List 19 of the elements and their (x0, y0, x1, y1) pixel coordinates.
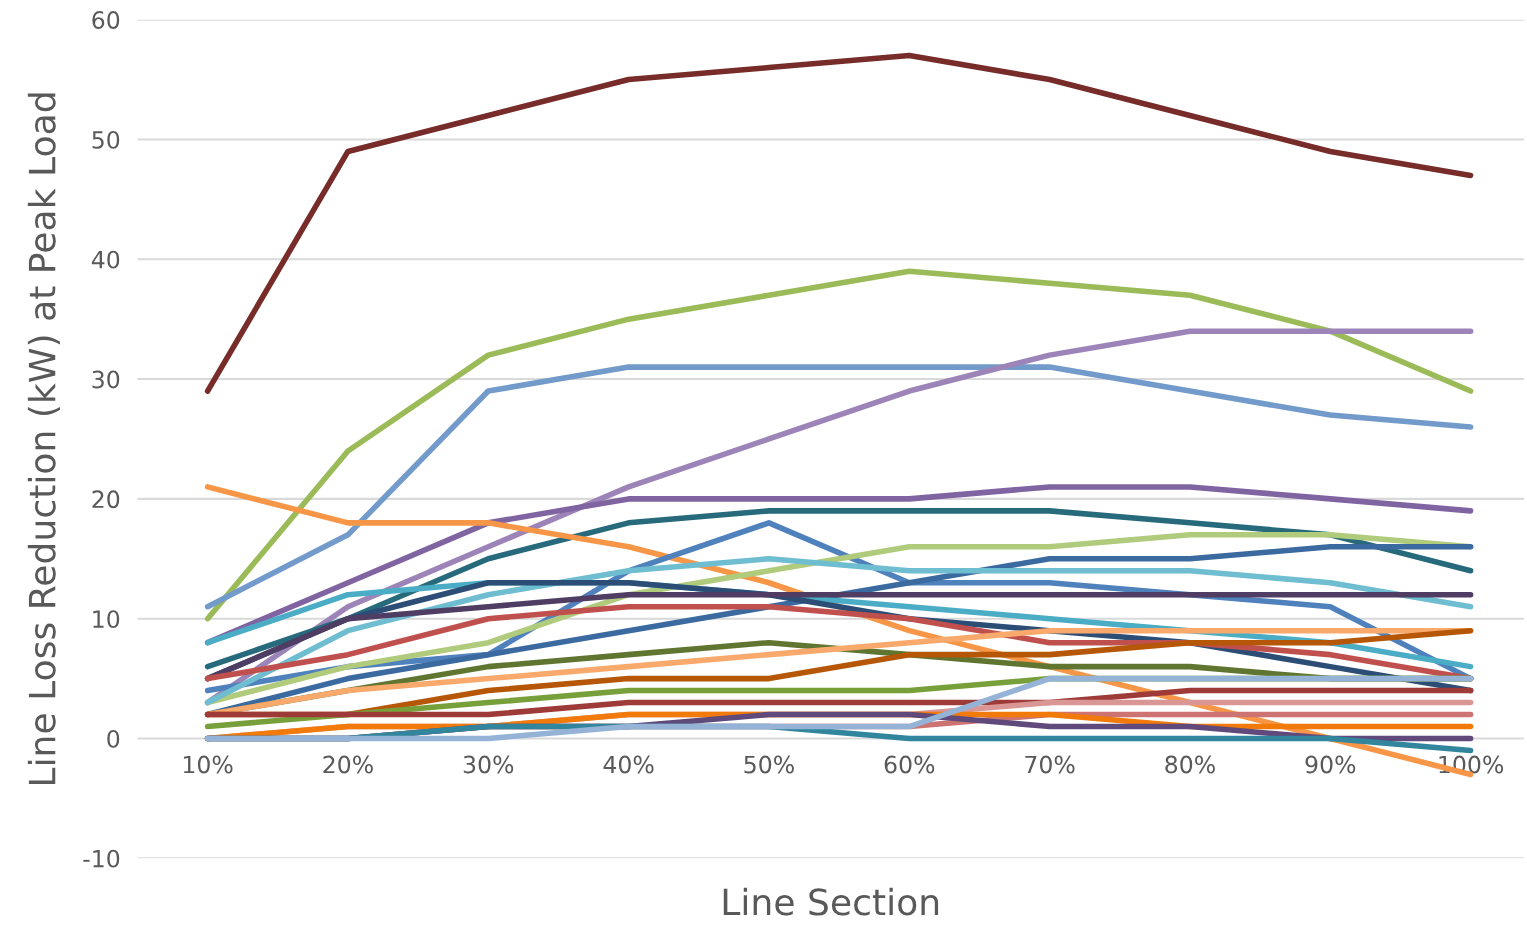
x-tick-label: 20% (323, 755, 373, 774)
x-tick-label: 40% (603, 755, 654, 774)
x-tick-label: 70% (1025, 755, 1075, 774)
y-axis-title: Line Loss Reduction (kW) at Peak Load (27, 93, 61, 785)
x-tick-label: 30% (463, 755, 514, 774)
y-tick-label: 40 (91, 250, 120, 269)
x-axis-title: Line Section (723, 887, 939, 916)
y-tick-label: 30 (92, 370, 120, 389)
x-tick-label: 50% (744, 755, 794, 774)
x-tick-label: 90% (1305, 755, 1356, 774)
y-tick-label: 0 (107, 729, 120, 748)
x-tick-label: 60% (884, 755, 935, 774)
y-tick-label: 60 (92, 11, 120, 29)
y-tick-label: 20 (92, 490, 120, 509)
x-tick-label: 10% (183, 755, 233, 774)
y-tick-label: -10 (83, 849, 120, 868)
y-tick-label: 10 (93, 610, 120, 628)
x-tick-label: 80% (1165, 755, 1215, 774)
y-tick-label: 50 (92, 130, 120, 149)
